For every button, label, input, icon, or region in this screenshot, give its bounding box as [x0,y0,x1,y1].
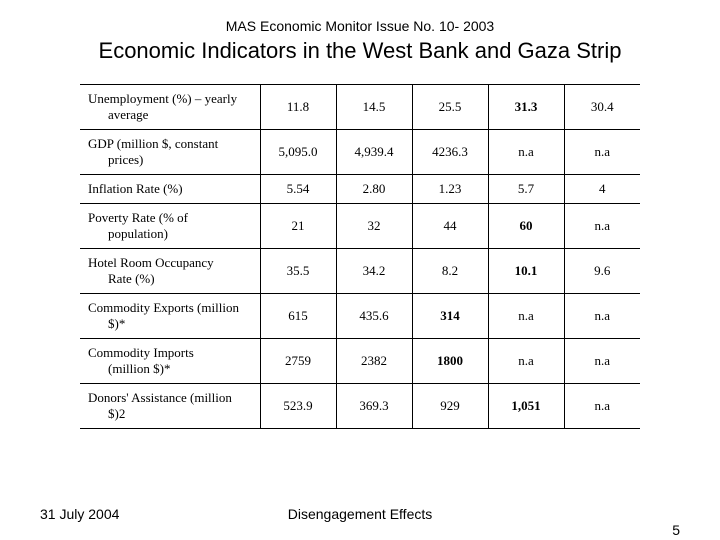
row-label: Commodity Imports(million $)* [80,339,260,384]
row-label-line1: Inflation Rate (%) [88,181,252,197]
row-label: GDP (million $, constantprices) [80,130,260,175]
cell-value: 10.1 [488,249,564,294]
row-label-line2: (million $)* [88,361,252,377]
footer: 31 July 2004 Disengagement Effects 5 [0,506,720,522]
cell-value: n.a [488,294,564,339]
cell-value: 5.7 [488,175,564,204]
cell-value: n.a [488,339,564,384]
footer-page-number: 5 [672,522,680,538]
cell-value: 21 [260,204,336,249]
cell-value: n.a [564,384,640,429]
cell-value: 1.23 [412,175,488,204]
cell-value: 523.9 [260,384,336,429]
row-label-line1: Hotel Room Occupancy [88,255,252,271]
row-label-line2: Rate (%) [88,271,252,287]
table-row: Unemployment (%) – yearlyaverage11.814.5… [80,85,640,130]
cell-value: 929 [412,384,488,429]
row-label-line1: Unemployment (%) – yearly [88,91,252,107]
cell-value: 30.4 [564,85,640,130]
row-label-line1: Poverty Rate (% of [88,210,252,226]
cell-value: 60 [488,204,564,249]
cell-value: 2382 [336,339,412,384]
cell-value: 32 [336,204,412,249]
row-label-line2: average [88,107,252,123]
cell-value: 2.80 [336,175,412,204]
table-row: Poverty Rate (% ofpopulation)21324460n.a [80,204,640,249]
cell-value: 11.8 [260,85,336,130]
cell-value: 34.2 [336,249,412,294]
table-row: Commodity Imports(million $)*27592382180… [80,339,640,384]
footer-date: 31 July 2004 [40,506,119,522]
table-row: Hotel Room OccupancyRate (%)35.534.28.21… [80,249,640,294]
cell-value: n.a [564,294,640,339]
row-label-line1: GDP (million $, constant [88,136,252,152]
row-label-line2: $)* [88,316,252,332]
header-source: MAS Economic Monitor Issue No. 10- 2003 [40,18,680,34]
row-label: Hotel Room OccupancyRate (%) [80,249,260,294]
cell-value: n.a [488,130,564,175]
table-row: Donors' Assistance (million$)2523.9369.3… [80,384,640,429]
row-label: Donors' Assistance (million$)2 [80,384,260,429]
table-row: GDP (million $, constantprices)5,095.04,… [80,130,640,175]
table-row: Commodity Exports (million$)*615435.6314… [80,294,640,339]
cell-value: 1800 [412,339,488,384]
row-label: Unemployment (%) – yearlyaverage [80,85,260,130]
cell-value: 4,939.4 [336,130,412,175]
row-label-line2: prices) [88,152,252,168]
cell-value: 1,051 [488,384,564,429]
cell-value: 25.5 [412,85,488,130]
row-label: Poverty Rate (% ofpopulation) [80,204,260,249]
cell-value: 4 [564,175,640,204]
cell-value: 314 [412,294,488,339]
cell-value: n.a [564,339,640,384]
cell-value: 35.5 [260,249,336,294]
page-title: Economic Indicators in the West Bank and… [40,38,680,64]
row-label-line1: Commodity Imports [88,345,252,361]
row-label: Commodity Exports (million$)* [80,294,260,339]
cell-value: 2759 [260,339,336,384]
indicators-table: Unemployment (%) – yearlyaverage11.814.5… [80,84,640,429]
cell-value: 14.5 [336,85,412,130]
cell-value: 4236.3 [412,130,488,175]
cell-value: 435.6 [336,294,412,339]
cell-value: 44 [412,204,488,249]
row-label-line2: $)2 [88,406,252,422]
cell-value: 615 [260,294,336,339]
cell-value: 369.3 [336,384,412,429]
cell-value: n.a [564,204,640,249]
cell-value: n.a [564,130,640,175]
table-row: Inflation Rate (%) 5.542.801.235.74 [80,175,640,204]
row-label: Inflation Rate (%) [80,175,260,204]
cell-value: 5,095.0 [260,130,336,175]
footer-center: Disengagement Effects [40,506,680,522]
row-label-line2: population) [88,226,252,242]
cell-value: 31.3 [488,85,564,130]
cell-value: 5.54 [260,175,336,204]
row-label-line1: Commodity Exports (million [88,300,252,316]
cell-value: 8.2 [412,249,488,294]
row-label-line1: Donors' Assistance (million [88,390,252,406]
cell-value: 9.6 [564,249,640,294]
